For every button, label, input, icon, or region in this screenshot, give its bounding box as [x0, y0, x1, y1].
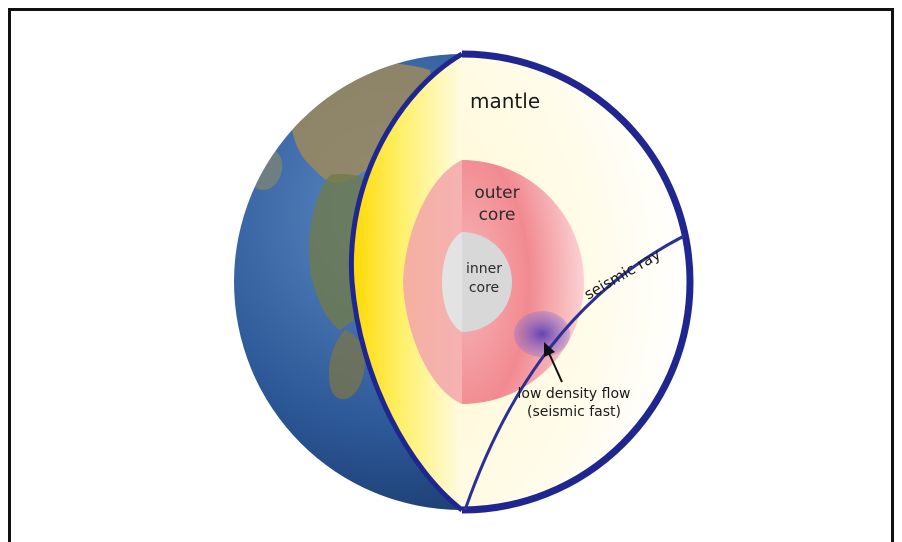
flow-label-line2: (seismic fast)	[527, 404, 621, 420]
frame-top-border	[8, 8, 894, 11]
frame-left-border	[8, 8, 11, 542]
inner-core-label-line2: core	[469, 280, 499, 296]
seismic-ray-path	[463, 234, 685, 511]
slice-edge	[348, 51, 464, 512]
flow-arrow-line	[547, 350, 563, 383]
inner-core-right	[462, 232, 512, 332]
low-density-flow-blob	[514, 311, 570, 357]
earth-shell-outline	[461, 50, 694, 514]
outer-core-label-line2: core	[479, 205, 516, 225]
flow-arrowhead	[544, 342, 555, 357]
outer-core-left	[403, 160, 462, 404]
outer-core-label-line1: outer	[474, 183, 519, 203]
frame-right-border	[891, 8, 894, 542]
flow-label-line1: low density flow	[518, 386, 631, 402]
inner-core-label-line1: inner	[466, 261, 502, 277]
inner-core-left	[442, 232, 462, 332]
mantle-label: mantle	[470, 89, 540, 113]
